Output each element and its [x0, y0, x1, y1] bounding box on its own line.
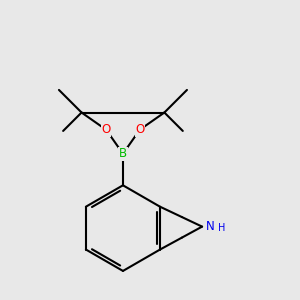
Text: O: O: [101, 123, 111, 136]
Text: N: N: [206, 220, 215, 233]
Text: H: H: [218, 223, 225, 233]
Text: B: B: [119, 147, 127, 160]
Text: O: O: [135, 123, 144, 136]
